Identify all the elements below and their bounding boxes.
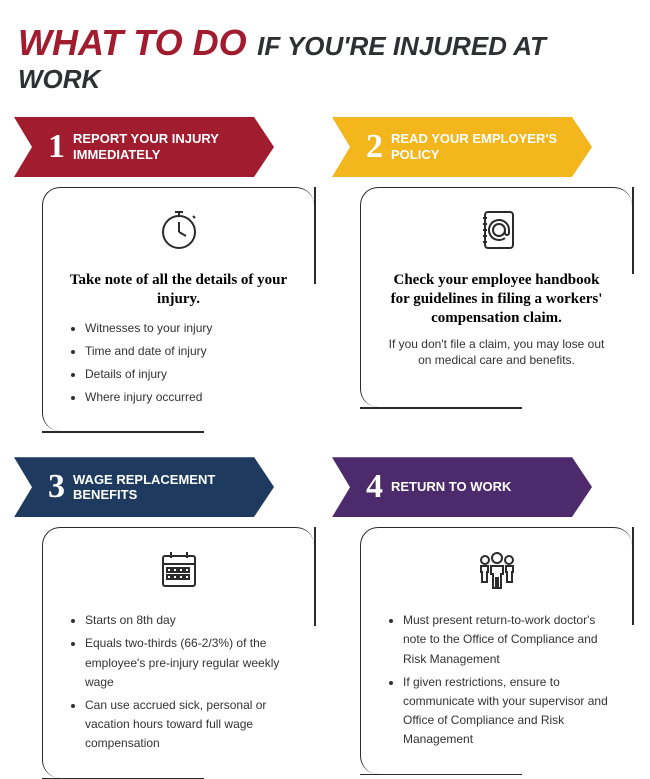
arrow-2: 2 READ YOUR EMPLOYER'S POLICY (332, 117, 592, 177)
card-2: Check your employee handbook for guideli… (360, 187, 632, 407)
bullet-list: Must present return-to-work doctor's not… (381, 611, 612, 749)
bullet-list: Witnesses to your injury Time and date o… (63, 319, 294, 408)
title-main: WHAT TO DO (18, 22, 247, 63)
arrow-1: 1 REPORT YOUR INJURY IMMEDIATELY (14, 117, 274, 177)
people-icon (381, 546, 612, 599)
arrow-3: 3 WAGE REPLACEMENT BENEFITS (14, 457, 274, 517)
card-heading: Take note of all the details of your inj… (63, 271, 294, 309)
list-item: Time and date of injury (85, 342, 294, 361)
list-item: Must present return-to-work doctor's not… (403, 611, 612, 669)
card-4: Must present return-to-work doctor's not… (360, 527, 632, 773)
step-label: READ YOUR EMPLOYER'S POLICY (391, 131, 561, 162)
card-subtext: If you don't file a claim, you may lose … (381, 337, 612, 368)
bullet-list: Starts on 8th day Equals two-thirds (66-… (63, 611, 294, 753)
list-item: Details of injury (85, 365, 294, 384)
calendar-icon (63, 546, 294, 599)
step-3: 3 WAGE REPLACEMENT BENEFITS (18, 457, 314, 777)
step-1: 1 REPORT YOUR INJURY IMMEDIATELY Take no… (18, 117, 314, 431)
handbook-icon (381, 206, 612, 259)
step-label: REPORT YOUR INJURY IMMEDIATELY (73, 131, 243, 162)
list-item: Equals two-thirds (66-2/3%) of the emplo… (85, 634, 294, 692)
step-number: 1 (48, 128, 65, 166)
step-4: 4 RETURN TO WORK Must present return-to-… (336, 457, 632, 777)
clock-icon (63, 206, 294, 259)
list-item: Can use accrued sick, personal or vacati… (85, 696, 294, 754)
card-1: Take note of all the details of your inj… (42, 187, 314, 431)
list-item: Starts on 8th day (85, 611, 294, 630)
step-number: 2 (366, 128, 383, 166)
step-label: WAGE REPLACEMENT BENEFITS (73, 472, 243, 503)
step-number: 4 (366, 468, 383, 506)
list-item: Where injury occurred (85, 388, 294, 407)
step-label: RETURN TO WORK (391, 479, 511, 495)
step-2: 2 READ YOUR EMPLOYER'S POLICY Check your… (336, 117, 632, 431)
steps-grid: 1 REPORT YOUR INJURY IMMEDIATELY Take no… (18, 117, 632, 778)
card-3: Starts on 8th day Equals two-thirds (66-… (42, 527, 314, 777)
step-number: 3 (48, 468, 65, 506)
list-item: Witnesses to your injury (85, 319, 294, 338)
card-heading: Check your employee handbook for guideli… (381, 271, 612, 327)
list-item: If given restrictions, ensure to communi… (403, 673, 612, 750)
page-title: WHAT TO DO IF YOU'RE INJURED AT WORK (18, 22, 632, 95)
arrow-4: 4 RETURN TO WORK (332, 457, 592, 517)
